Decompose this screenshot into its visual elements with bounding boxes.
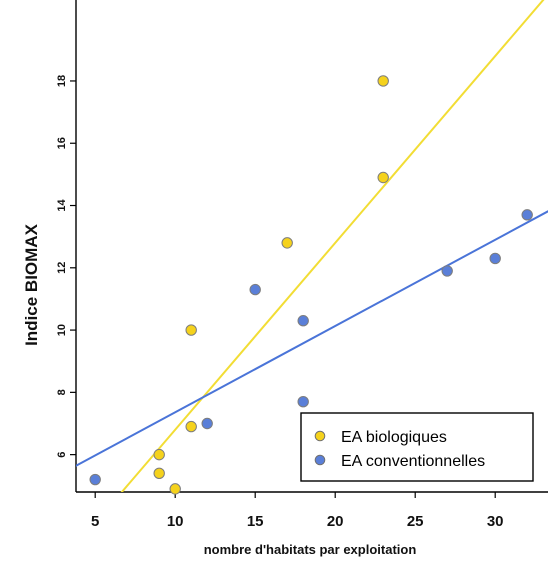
y-axis-label: Indice BIOMAX	[22, 223, 41, 346]
legend-box	[300, 412, 534, 482]
ea-conventionnelles-trend-line	[76, 210, 548, 467]
data-points	[89, 75, 533, 495]
ea-conventionnelles-point	[297, 395, 309, 408]
x-tick-label: 20	[327, 513, 344, 530]
x-tick-label: 10	[167, 513, 184, 530]
legend-label-ea-conventionnelles: EA conventionnelles	[341, 453, 485, 470]
y-tick-label: 6	[56, 452, 68, 458]
ea-biologiques-point	[281, 237, 293, 249]
plot-frame	[75, 0, 548, 493]
ea-conventionnelles-point	[249, 283, 261, 296]
ea-conventionnelles-point	[441, 265, 453, 277]
y-tick-label: 10	[56, 324, 68, 336]
y-tick-label: 16	[56, 137, 68, 149]
ea-biologiques-point	[377, 75, 389, 87]
y-tick-label: 14	[56, 199, 68, 212]
ea-biologiques-point	[377, 171, 389, 184]
ea-conventionnelles-point	[89, 473, 101, 486]
x-axis-label: nombre d'habitats par exploitation	[204, 542, 417, 557]
legend-label-ea-biologiques: EA biologiques	[341, 429, 447, 446]
ea-conventionnelles-point	[521, 209, 533, 221]
ea-conventionnelles-point	[201, 417, 213, 430]
y-tick-label: 12	[56, 262, 68, 274]
legend-marker-ea-biologiques	[314, 430, 326, 442]
ea-biologiques-point	[169, 483, 181, 495]
ea-conventionnelles-point	[297, 315, 309, 327]
legend: EA biologiques EA conventionnelles	[300, 412, 534, 482]
ea-biologiques-point	[185, 324, 197, 336]
ea-biologiques-point	[153, 467, 165, 480]
legend-marker-ea-conventionnelles	[314, 454, 326, 466]
ea-biologiques-point	[185, 420, 197, 433]
y-tick-label: 18	[56, 75, 68, 87]
x-tick-label: 15	[247, 513, 264, 530]
x-tick-label: 25	[407, 513, 424, 530]
x-tick-label: 30	[487, 513, 504, 530]
ea-biologiques-point	[153, 448, 165, 461]
ea-conventionnelles-point	[489, 252, 501, 265]
axis-ticks: 5 10 15 20 25 30 6 8 10 12 14 16 18	[56, 75, 504, 530]
x-tick-label: 5	[91, 513, 99, 530]
y-tick-label: 8	[56, 389, 68, 395]
